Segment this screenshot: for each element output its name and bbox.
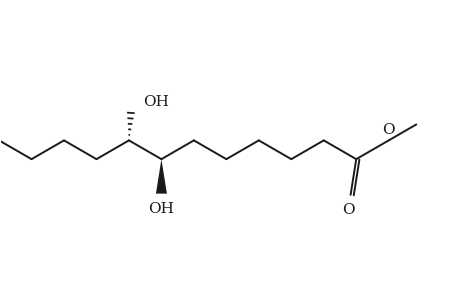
Polygon shape bbox=[156, 159, 167, 194]
Text: O: O bbox=[341, 203, 354, 217]
Text: OH: OH bbox=[142, 95, 168, 109]
Text: O: O bbox=[381, 123, 394, 137]
Text: OH: OH bbox=[148, 202, 174, 216]
